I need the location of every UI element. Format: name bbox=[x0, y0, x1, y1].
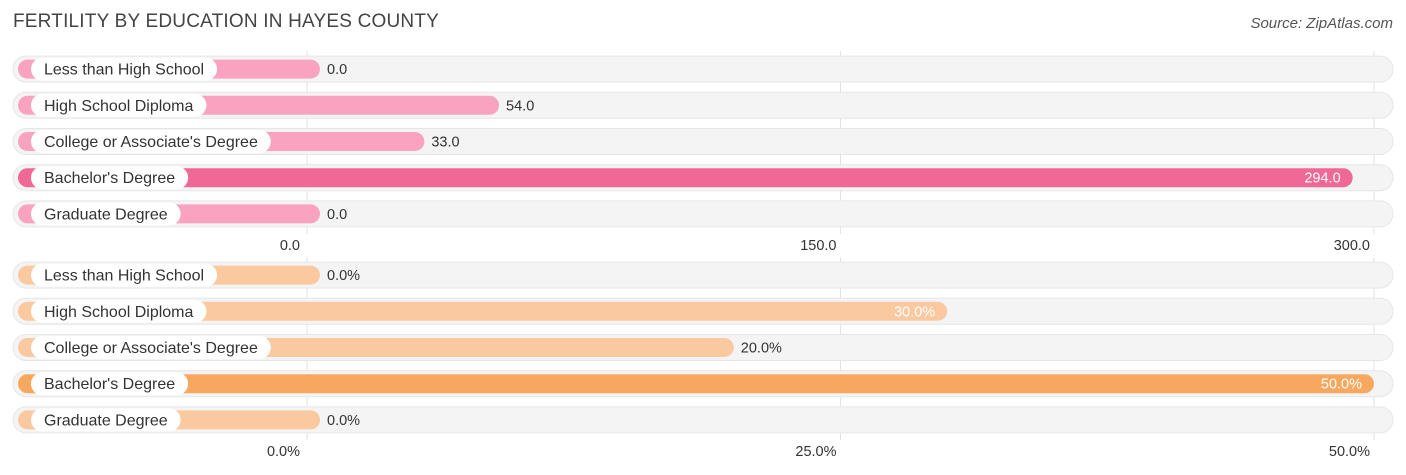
bar-track bbox=[12, 200, 1394, 228]
value-label: 50.0% bbox=[1321, 377, 1362, 393]
chart-title: FERTILITY BY EDUCATION IN HAYES COUNTY bbox=[13, 11, 440, 32]
category-label-pill bbox=[31, 408, 181, 432]
category-label-pill bbox=[31, 202, 181, 226]
bar-track bbox=[12, 55, 1394, 83]
bar-track bbox=[12, 406, 1394, 434]
category-label-pill bbox=[31, 299, 207, 323]
category-label: College or Associate's Degree bbox=[44, 340, 258, 357]
bar-track bbox=[12, 261, 1394, 289]
value-label: 54.0 bbox=[506, 98, 534, 114]
value-label: 0.0 bbox=[327, 62, 347, 78]
axis-tick-label: 300.0 bbox=[1334, 238, 1370, 254]
value-label: 33.0 bbox=[431, 135, 459, 151]
value-label: 0.0 bbox=[327, 207, 347, 223]
value-label: 294.0 bbox=[1304, 171, 1340, 187]
bar bbox=[18, 168, 1353, 188]
category-label: Bachelor's Degree bbox=[44, 170, 175, 187]
axis-tick-label: 0.0 bbox=[280, 238, 300, 254]
category-label-pill bbox=[31, 263, 218, 287]
axis-tick-label: 50.0% bbox=[1329, 444, 1370, 460]
category-label-pill bbox=[31, 130, 271, 153]
value-label: 20.0% bbox=[741, 341, 782, 357]
category-label: High School Diploma bbox=[44, 98, 194, 115]
value-label: 0.0% bbox=[327, 413, 360, 429]
category-label: Less than High School bbox=[44, 268, 204, 285]
source-note: Source: ZipAtlas.com bbox=[1250, 15, 1393, 32]
bar bbox=[18, 374, 1374, 394]
category-label-pill bbox=[31, 166, 189, 190]
category-label-pill bbox=[31, 57, 218, 81]
category-label: Graduate Degree bbox=[44, 412, 168, 429]
value-label: 30.0% bbox=[894, 304, 935, 320]
category-label: Less than High School bbox=[44, 62, 204, 79]
value-label: 0.0% bbox=[327, 268, 360, 284]
category-label: Bachelor's Degree bbox=[44, 376, 175, 393]
axis-tick-label: 150.0 bbox=[800, 238, 836, 254]
axis-tick-label: 25.0% bbox=[795, 444, 836, 460]
bar bbox=[18, 301, 948, 321]
category-label: High School Diploma bbox=[44, 304, 194, 321]
category-label-pill bbox=[31, 336, 271, 359]
category-label: College or Associate's Degree bbox=[44, 134, 258, 151]
category-label-pill bbox=[31, 93, 207, 117]
category-label-pill bbox=[31, 372, 189, 396]
category-label: Graduate Degree bbox=[44, 206, 168, 223]
axis-tick-label: 0.0% bbox=[267, 444, 300, 460]
